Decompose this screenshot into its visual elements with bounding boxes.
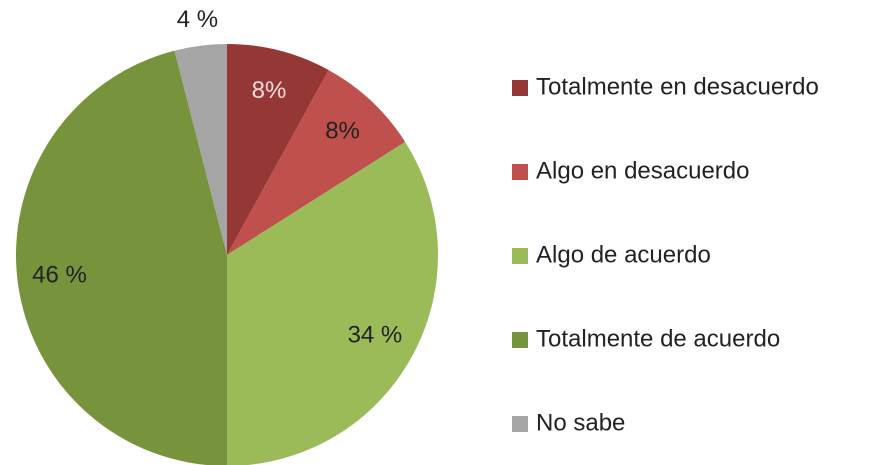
legend-label: Totalmente de acuerdo bbox=[536, 325, 780, 352]
pie-slice bbox=[227, 70, 406, 255]
legend-swatch bbox=[512, 164, 528, 180]
data-label: 4 % bbox=[177, 6, 218, 33]
legend-swatch bbox=[512, 332, 528, 348]
data-label: 8% bbox=[325, 117, 360, 144]
legend-label: Totalmente en desacuerdo bbox=[536, 73, 819, 100]
legend-label: Algo de acuerdo bbox=[536, 241, 711, 268]
pie-slice bbox=[227, 44, 329, 255]
legend-swatch bbox=[512, 80, 528, 96]
legend-swatch bbox=[512, 248, 528, 264]
data-label: 8% bbox=[252, 77, 287, 104]
pie-slice bbox=[16, 50, 227, 465]
pie-slice bbox=[227, 141, 438, 465]
data-label: 46 % bbox=[32, 262, 87, 289]
legend-label: Algo en desacuerdo bbox=[536, 157, 750, 184]
data-label: 34 % bbox=[348, 322, 403, 349]
legend-label: No sabe bbox=[536, 409, 625, 436]
legend-swatch bbox=[512, 416, 528, 432]
pie-slice bbox=[174, 44, 227, 255]
